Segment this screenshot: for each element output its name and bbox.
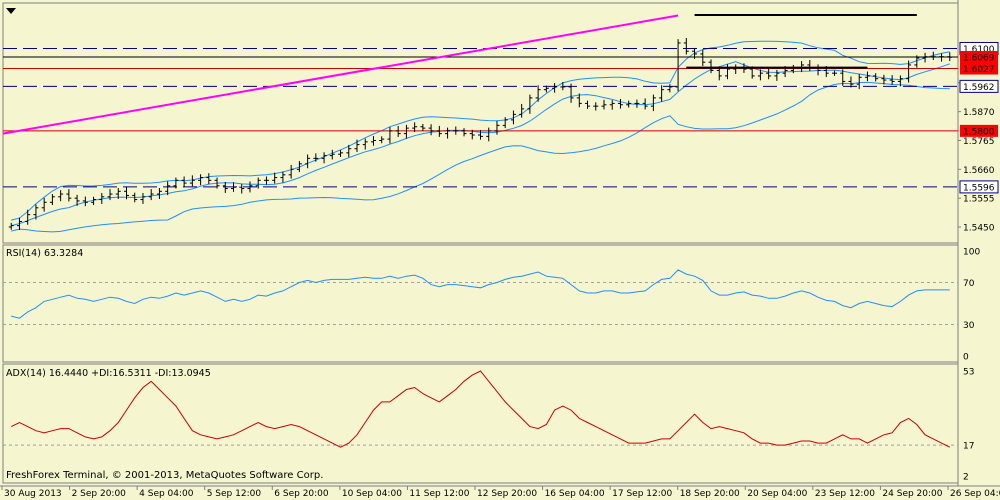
- panel-frame-2: [2, 363, 959, 484]
- time-tick-label: 23 Sep 12:00: [815, 489, 875, 499]
- price-tag-label: 1.6069: [963, 53, 995, 63]
- panel-frames: [0, 0, 1000, 487]
- time-tick-label: 16 Sep 04:00: [545, 489, 605, 499]
- adx-panel: [3, 370, 958, 448]
- price-tick-label: 1.5660: [963, 166, 995, 176]
- adx-tick-label: 53: [963, 368, 974, 378]
- adx-tick-label: 2: [963, 473, 969, 483]
- price-tag-1.5962: [959, 79, 999, 93]
- adx-line: [10, 370, 951, 448]
- band-lower: [11, 81, 950, 233]
- adx-tick-label: 17: [963, 442, 974, 452]
- time-tick-label: 20 Sep 04:00: [747, 489, 807, 499]
- rsi-tick-label: 0: [963, 353, 969, 363]
- time-tick-label: 11 Sep 12:00: [409, 489, 469, 499]
- panel-frame-1: [2, 244, 959, 363]
- price-tick-label: 1.5555: [963, 195, 995, 205]
- price-tick-label: 1.5450: [963, 224, 995, 234]
- time-tick-label: 4 Sep 04:00: [139, 489, 194, 499]
- price-tag-label: 1.5962: [963, 83, 995, 93]
- adx-indicator-label: ADX(14) 16.4440 +DI:16.5311 -DI:13.0945: [6, 368, 211, 379]
- axes: 1.61001.60691.60271.59751.59621.58701.58…: [1, 41, 1000, 499]
- rsi-tick-label: 30: [963, 321, 975, 331]
- price-tag-1.5800: [960, 124, 998, 137]
- rsi-tick-label: 70: [963, 279, 975, 289]
- price-tick-label: 1.5765: [963, 137, 995, 147]
- trendline: [2, 14, 679, 135]
- price-tag-1.5596: [959, 180, 999, 194]
- band-upper: [11, 40, 950, 221]
- time-tick-label: 5 Sep 12:00: [207, 489, 262, 499]
- rsi-indicator-label: RSI(14) 63.3284: [6, 248, 83, 259]
- rsi-tick-label: 100: [963, 248, 980, 258]
- price-tag-label: 1.6027: [963, 65, 995, 75]
- time-tick-label: 2 Sep 20:00: [72, 489, 127, 499]
- price-panel: [2, 13, 958, 233]
- rsi-panel: [3, 269, 958, 325]
- price-tag-label: 1.6100: [963, 45, 995, 55]
- time-tick-label: 26 Sep 04:00: [950, 489, 1000, 499]
- time-tick-label: 30 Aug 2013: [4, 489, 62, 499]
- copyright-text: FreshForex Terminal, © 2001-2013, MetaQu…: [6, 470, 323, 481]
- time-tick-label: 12 Sep 20:00: [477, 489, 537, 499]
- time-tick-label: 24 Sep 20:00: [882, 489, 942, 499]
- time-tick-label: 10 Sep 04:00: [342, 489, 402, 499]
- time-tick-label: 6 Sep 20:00: [274, 489, 329, 499]
- price-tag-1.6027: [960, 62, 998, 75]
- price-tick-label: 1.5870: [963, 108, 995, 118]
- time-tick-label: 18 Sep 20:00: [680, 489, 740, 499]
- triangle-down-icon[interactable]: [6, 8, 16, 14]
- price-tag-label: 1.5800: [963, 127, 995, 137]
- panel-frame-0: [2, 2, 959, 244]
- time-tick-label: 17 Sep 12:00: [612, 489, 672, 499]
- rsi-line: [11, 269, 950, 319]
- price-tag-1.6069: [960, 50, 998, 63]
- price-tag-label: 1.5596: [963, 183, 995, 193]
